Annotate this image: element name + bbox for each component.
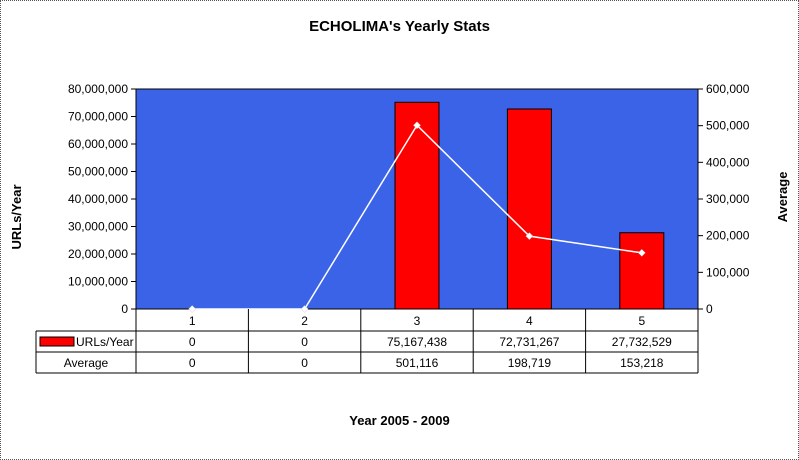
average-point-4 bbox=[525, 232, 534, 240]
legend-swatch-urls bbox=[39, 336, 75, 347]
average-point-5 bbox=[637, 248, 646, 257]
x-tick-label: 3 bbox=[414, 314, 421, 328]
average-point-3 bbox=[413, 121, 421, 130]
table-cell-urls: 72,731,267 bbox=[499, 335, 559, 349]
y-tick-label: 80,000,000 bbox=[68, 82, 128, 96]
y-tick-label: 40,000,000 bbox=[68, 192, 128, 206]
y-tick-label: 20,000,000 bbox=[68, 247, 128, 261]
x-tick-label: 5 bbox=[638, 314, 645, 328]
table-cell-urls: 0 bbox=[189, 335, 196, 349]
table-cell-urls: 0 bbox=[301, 335, 308, 349]
y2-tick-label: 600,000 bbox=[706, 82, 750, 96]
bar-urls-3 bbox=[394, 101, 440, 310]
x-tick-label: 4 bbox=[526, 314, 533, 328]
bar-urls-5 bbox=[619, 232, 665, 310]
y2-tick-label: 500,000 bbox=[706, 119, 750, 133]
table-cell-urls: 75,167,438 bbox=[387, 335, 447, 349]
y-tick-label: 60,000,000 bbox=[68, 137, 128, 151]
y-tick-label: 50,000,000 bbox=[68, 165, 128, 179]
y2-tick-label: 300,000 bbox=[706, 192, 750, 206]
table-cell-urls: 27,732,529 bbox=[612, 335, 672, 349]
x-tick-label: 1 bbox=[189, 314, 196, 328]
y2-tick-label: 100,000 bbox=[706, 265, 750, 279]
table-cell-average: 0 bbox=[301, 356, 308, 370]
average-point-2 bbox=[300, 305, 309, 313]
average-point-1 bbox=[188, 305, 197, 313]
chart-title: ECHOLIMA's Yearly Stats bbox=[309, 18, 490, 35]
legend-label-urls: URLs/Year bbox=[76, 335, 134, 349]
y-tick-label: 30,000,000 bbox=[68, 220, 128, 234]
y2-tick-label: 200,000 bbox=[706, 229, 750, 243]
table-cell-average: 198,719 bbox=[508, 356, 552, 370]
y-tick-label: 0 bbox=[121, 302, 128, 316]
bar-urls-4 bbox=[506, 108, 552, 310]
table-cell-average: 501,116 bbox=[396, 356, 439, 370]
y-tick-label: 70,000,000 bbox=[68, 110, 128, 124]
y2-tick-label: 0 bbox=[706, 302, 713, 316]
x-axis-label: Year 2005 - 2009 bbox=[349, 413, 450, 428]
x-tick-label: 2 bbox=[301, 314, 308, 328]
table-cell-average: 0 bbox=[189, 356, 196, 370]
y-tick-label: 10,000,000 bbox=[68, 275, 128, 289]
legend-label-average: Average bbox=[64, 356, 109, 370]
y2-tick-label: 400,000 bbox=[706, 155, 750, 169]
table-cell-average: 153,218 bbox=[620, 356, 664, 370]
